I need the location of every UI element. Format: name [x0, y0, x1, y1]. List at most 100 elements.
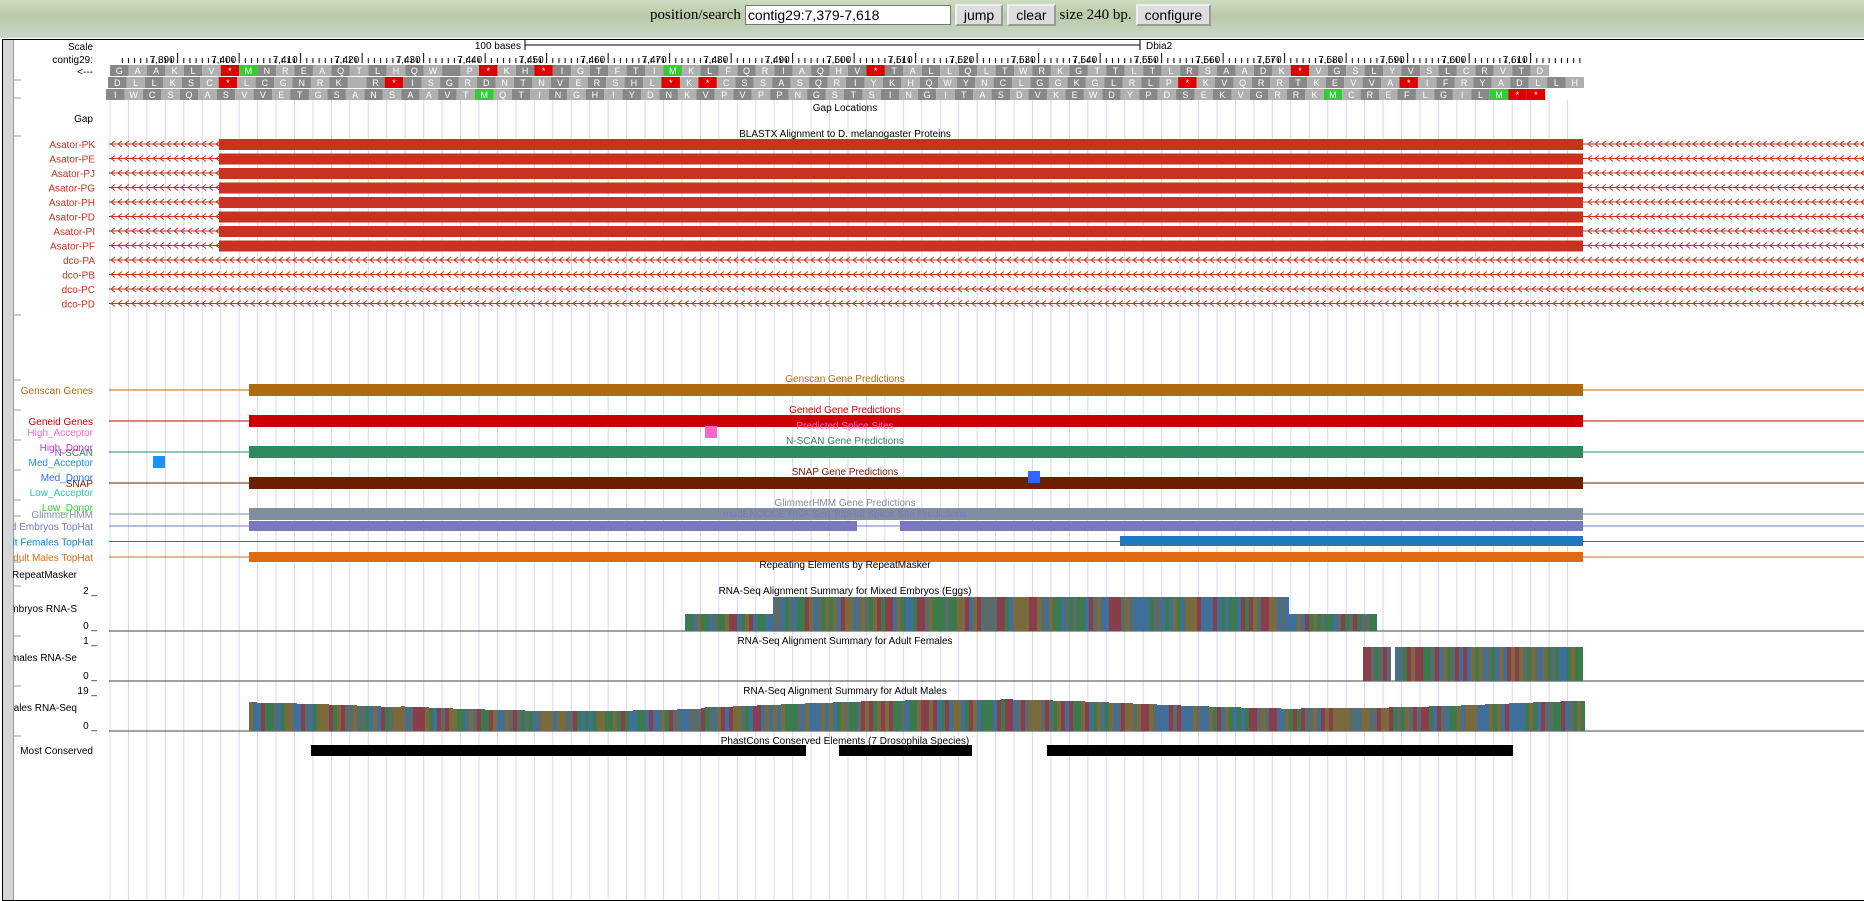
strand-arrow — [1790, 271, 1796, 278]
clear-button[interactable]: clear — [1007, 4, 1056, 26]
rna-male-bar — [925, 700, 929, 731]
strand-arrow — [502, 256, 508, 264]
strand-arrow — [1825, 271, 1831, 278]
strand-arrow — [1048, 271, 1054, 278]
tracks-canvas[interactable]: Scale contig29: <--- 100 bases Dbia2 7,3… — [13, 40, 1864, 901]
strand-arrow — [1174, 300, 1180, 307]
genscan-track-label: Genscan Genes — [21, 386, 93, 397]
rna-female-min: 0 _ — [83, 671, 97, 682]
strand-arrow — [670, 285, 676, 293]
tophat-junction-block[interactable] — [1120, 536, 1583, 546]
genscan-exon[interactable] — [249, 384, 1583, 396]
strand-arrow — [159, 140, 165, 148]
strand-arrow — [1748, 227, 1754, 235]
phastcons-track[interactable]: PhastCons Conserved Elements (7 Drosophi… — [20, 736, 1513, 757]
rna-male-bar — [493, 710, 497, 731]
blastx-item-label[interactable]: Asator-PD — [49, 213, 95, 224]
rna-male-bar — [1385, 708, 1389, 731]
strand-arrow — [1496, 300, 1502, 307]
splice-site-track[interactable]: Predicted Splice Sites High_AcceptorHigh… — [27, 421, 1040, 514]
strand-arrow — [1251, 256, 1257, 264]
configure-button[interactable]: configure — [1135, 4, 1212, 26]
strand-arrow — [1006, 285, 1012, 293]
tophat-junction-block[interactable] — [249, 521, 857, 531]
strand-arrow — [1314, 256, 1320, 264]
strand-arrow — [348, 300, 354, 307]
blastx-item-label[interactable]: Asator-PG — [48, 184, 95, 195]
blastx-item-label[interactable]: Asator-PF — [50, 242, 95, 253]
blastx-item-label[interactable]: Asator-PI — [53, 227, 95, 238]
rna-embryo-bar — [1325, 614, 1329, 631]
strand-arrow — [691, 256, 697, 264]
blastx-item-label[interactable]: dco-PC — [62, 285, 95, 296]
rna-female-bar — [1571, 647, 1575, 681]
strand-arrow — [1398, 300, 1404, 307]
amino-acid-letter: T — [463, 90, 469, 100]
jump-button[interactable]: jump — [954, 4, 1004, 26]
strand-arrow — [390, 256, 396, 264]
strand-arrow — [1496, 256, 1502, 264]
tophat-junction-block[interactable] — [900, 521, 1583, 531]
blastx-alignment-block[interactable] — [219, 139, 1583, 150]
strand-arrow — [1664, 271, 1670, 278]
amino-acid-cell — [419, 89, 439, 100]
glimmer-exon[interactable] — [249, 508, 1583, 520]
strand-arrow — [943, 300, 949, 307]
high-acceptor-site[interactable] — [705, 426, 717, 438]
rna-male-bar — [481, 709, 485, 731]
rna-embryo-bar — [1317, 614, 1321, 631]
repeatmasker-track[interactable]: Repeating Elements by RepeatMasker Repea… — [13, 560, 931, 581]
blastx-item-label[interactable]: Asator-PK — [49, 140, 95, 151]
blastx-item-label[interactable]: dco-PB — [62, 271, 95, 282]
blastx-item-label[interactable]: Asator-PE — [49, 155, 95, 166]
blastx-item-label[interactable]: dco-PD — [62, 300, 95, 311]
conserved-element[interactable] — [839, 745, 972, 756]
amino-acid-letter: K — [1311, 90, 1317, 100]
rnaseq-tracks[interactable]: RNA-Seq Alignment Summary for Mixed Embr… — [13, 586, 1864, 732]
blastx-alignment-block[interactable] — [219, 211, 1583, 223]
genome-browser-image[interactable]: Scale contig29: <--- 100 bases Dbia2 7,3… — [2, 39, 1864, 901]
strand-arrow — [1237, 271, 1243, 278]
strand-arrow — [1265, 300, 1271, 307]
strand-arrow — [950, 285, 956, 293]
position-search-input[interactable] — [744, 5, 951, 25]
rna-embryo-bar — [1145, 597, 1149, 631]
strand-arrow — [1706, 285, 1712, 293]
blastx-alignment-block[interactable] — [219, 197, 1583, 208]
snap-exon[interactable] — [249, 477, 1583, 489]
tophat-track[interactable]: modENCODE RNA-Seq TopHat Splice Site Pre… — [13, 509, 1864, 564]
blastx-item-label[interactable]: Asator-PH — [49, 198, 95, 209]
nscan-exon[interactable] — [249, 446, 1583, 458]
strand-arrow — [1615, 184, 1621, 191]
blastx-alignment-block[interactable] — [219, 153, 1583, 165]
geneid-exon[interactable] — [249, 415, 1583, 427]
blastx-alignment-block[interactable] — [219, 226, 1583, 237]
rna-male-bar — [277, 703, 281, 731]
strand-arrow — [194, 155, 200, 162]
blastx-alignment-block[interactable] — [219, 168, 1583, 179]
strand-arrow — [1195, 300, 1201, 307]
strand-arrow — [180, 271, 186, 278]
conserved-element[interactable] — [1047, 745, 1513, 756]
tophat-junction-block[interactable] — [249, 552, 1583, 562]
blastx-track[interactable]: BLASTX Alignment to D. melanogaster Prot… — [48, 129, 1864, 311]
blastx-alignment-block[interactable] — [219, 182, 1583, 194]
blastx-alignment-block[interactable] — [219, 240, 1583, 252]
gap-track[interactable]: Gap Gap Locations — [74, 103, 877, 125]
med-acceptor-site[interactable] — [153, 456, 165, 468]
strand-arrow — [1433, 285, 1439, 293]
rna-male-bar — [369, 706, 373, 731]
amino-acid-letter: S — [797, 78, 803, 88]
strand-arrow — [502, 285, 508, 293]
blastx-item-label[interactable]: dco-PA — [63, 256, 95, 267]
blastx-item-label[interactable]: Asator-PJ — [51, 169, 95, 180]
amino-acid-letter: I — [561, 66, 564, 76]
amino-acid-cell — [1547, 77, 1566, 88]
med-donor-site[interactable] — [1028, 471, 1040, 483]
conserved-element[interactable] — [311, 745, 806, 756]
